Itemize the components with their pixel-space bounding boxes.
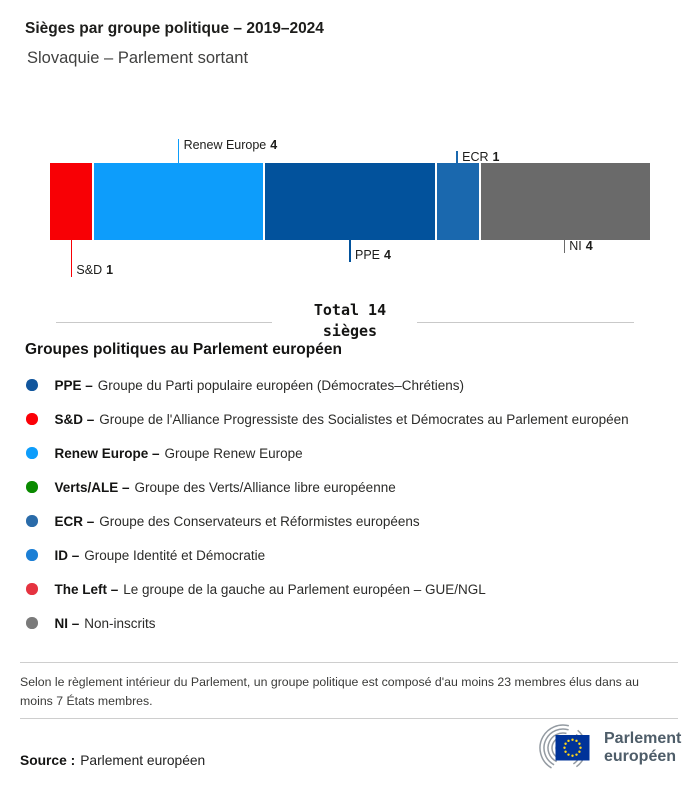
legend-color-dot [26,583,38,595]
annotation-label: ECR 1 [462,150,499,164]
legend-item-label: S&D – Groupe de l'Alliance Progressiste d… [55,412,629,427]
legend-item-abbr: S&D – [54,411,95,427]
legend-color-dot [26,481,38,493]
legend-item-label: ECR – Groupe des Conservateurs et Réformi… [55,514,420,529]
legend-item-description: Le groupe de la gauche au Parlement euro… [123,581,486,597]
legend-item-abbr: Renew Europe – [54,445,160,461]
total-divider-right [417,322,634,323]
bar-segment-ni [480,163,650,240]
legend-color-dot [26,617,38,629]
annotation-seat-count: 1 [106,263,114,277]
annotation-label: NI 4 [569,239,592,253]
annotation-group-name: ECR [462,150,489,164]
legend-item-description: Groupe du Parti populaire européen (Démo… [97,377,464,393]
footnote-text: Selon le règlement intérieur du Parlemen… [20,675,639,708]
legend-item-label: The Left – Le groupe de la gauche au Parl… [55,582,486,597]
annotation-label: S&D 1 [76,263,113,277]
legend-item-abbr: NI – [54,615,80,631]
page-title: Sièges par groupe politique – 2019–2024 [25,20,324,37]
annotation-tick [177,139,180,163]
legend-color-dot [26,413,38,425]
annotation-seat-count: 4 [270,138,278,152]
legend-item: S&D – Groupe de l'Alliance Progressiste d… [26,402,686,436]
legend-item-description: Groupe Renew Europe [164,445,303,461]
ep-logo: Parlement européen [527,722,681,774]
legend-item-description: Groupe des Conservateurs et Réformistes … [99,513,420,529]
legend-item-description: Groupe Identité et Démocratie [84,547,266,563]
legend-item: ID – Groupe Identité et Démocratie [26,538,686,572]
legend-item-abbr: PPE – [54,377,93,393]
ep-logo-text-line1: Parlement [604,730,682,747]
annotation-seat-count: 4 [585,239,593,253]
legend-item: NI – Non-inscrits [26,606,686,640]
stacked-bar [50,163,650,240]
seats-bar-chart: S&D 1 Renew Europe 4 PPE 4 ECR 1 NI 4 [50,136,650,286]
annotation-tick [70,240,73,277]
annotation-seat-count: 1 [492,150,500,164]
legend-item-label: Verts/ALE – Groupe des Verts/Alliance lib… [55,480,396,495]
bar-segment-ppe [265,163,435,240]
source-value: Parlement européen [80,753,206,768]
legend-item-label: ID – Groupe Identité et Démocratie [55,548,266,563]
legend-item-abbr: ECR – [54,513,95,529]
footnote-divider-bottom [20,718,678,719]
bar-segment-renew-europe [94,163,264,240]
legend-item: The Left – Le groupe de la gauche au Parl… [26,572,686,606]
legend-heading: Groupes politiques au Parlement européen [25,341,342,358]
source-label: Source : [20,753,76,768]
total-seats-line1: Total 14 [313,301,387,319]
legend-color-dot [26,379,38,391]
legend-item-label: NI – Non-inscrits [55,616,156,631]
bar-segment-s-d [50,163,93,240]
ep-logo-text-line2: européen [604,748,677,765]
ep-logo-text: Parlement européen [604,730,681,766]
annotation-label: Renew Europe 4 [184,138,278,152]
legend-color-dot [26,549,38,561]
annotation-seat-count: 4 [384,248,391,262]
legend-color-dot [26,447,38,459]
footnote-divider-top [20,662,678,663]
legend-item-label: PPE – Groupe du Parti populaire européen … [55,378,464,393]
legend-item: Renew Europe – Groupe Renew Europe [26,436,686,470]
annotation-group-name: PPE [355,248,381,262]
annotation-group-name: S&D [76,263,103,277]
total-divider-left [56,322,272,323]
annotation-group-name: NI [569,239,582,253]
annotation-tick [349,240,351,262]
source-line: Source : Parlement européen [20,753,205,768]
legend-item-label: Renew Europe – Groupe Renew Europe [55,446,303,461]
total-seats-label: Total 14 sièges [0,300,700,342]
legend-item-description: Non-inscrits [84,615,156,631]
annotation-tick [456,151,458,163]
legend-item-abbr: The Left – [54,581,119,597]
legend-item-description: Groupe de l'Alliance Progressiste des So… [99,411,629,427]
legend-item: Verts/ALE – Groupe des Verts/Alliance lib… [26,470,686,504]
legend-list: PPE – Groupe du Parti populaire européen … [26,368,686,640]
legend-item-abbr: Verts/ALE – [54,479,130,495]
legend-item: PPE – Groupe du Parti populaire européen … [26,368,686,402]
legend-item-abbr: ID – [54,547,80,563]
eu-flag-stars [563,738,582,757]
annotation-tick [563,240,566,253]
annotation-label: PPE 4 [355,248,391,262]
annotation-group-name: Renew Europe [183,138,267,152]
total-seats-line2: sièges [322,322,378,340]
bar-segment-ecr [436,163,479,240]
legend-item: ECR – Groupe des Conservateurs et Réformi… [26,504,686,538]
legend-item-description: Groupe des Verts/Alliance libre européen… [134,479,396,495]
legend-color-dot [26,515,38,527]
ep-logo-hemicycle-icon [539,724,590,772]
page-subtitle: Slovaquie – Parlement sortant [27,49,249,67]
